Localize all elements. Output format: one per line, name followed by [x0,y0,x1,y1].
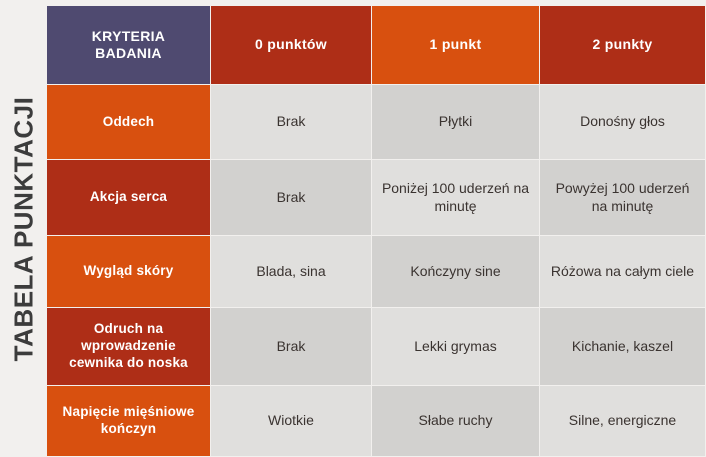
table-cell-3-1: Lekki grymas [372,308,539,385]
table-cell-0-2: Donośny głos [540,85,705,159]
table-cell-0-0: Brak [211,85,371,159]
table-header-col-2: 2 punkty [540,6,705,84]
table-cell-1-1: Poniżej 100 uderzeń na minutę [372,160,539,235]
table-cell-4-2: Silne, energiczne [540,386,705,456]
table-row-label-3: Odruch na wprowadzenie cewnika do noska [47,308,210,385]
vertical-title-container: TABELA PUNKTACJI [0,0,47,457]
table-cell-2-1: Kończyny sine [372,236,539,307]
table-row-label-0: Oddech [47,85,210,159]
scoring-table: KRYTERIA BADANIA 0 punktów 1 punkt 2 pun… [47,6,706,457]
header-criteria-line1: KRYTERIA [91,27,166,44]
table-cell-1-0: Brak [211,160,371,235]
table-header-criteria: KRYTERIA BADANIA [47,6,210,84]
table-cell-2-2: Różowa na całym ciele [540,236,705,307]
table-cell-3-2: Kichanie, kaszel [540,308,705,385]
table-row-label-2: Wygląd skóry [47,236,210,307]
table-row-label-1: Akcja serca [47,160,210,235]
table-header-col-1: 1 punkt [372,6,539,84]
table-cell-3-0: Brak [211,308,371,385]
header-criteria-line2: BADANIA [95,45,162,61]
table-header-col-0: 0 punktów [211,6,371,84]
page-title: TABELA PUNKTACJI [8,96,38,361]
table-cell-1-2: Powyżej 100 uderzeń na minutę [540,160,705,235]
table-row-label-4: Napięcie mięśniowe kończyn [47,386,210,456]
table-cell-0-1: Płytki [372,85,539,159]
table-cell-4-1: Słabe ruchy [372,386,539,456]
table-cell-2-0: Blada, sina [211,236,371,307]
table-cell-4-0: Wiotkie [211,386,371,456]
